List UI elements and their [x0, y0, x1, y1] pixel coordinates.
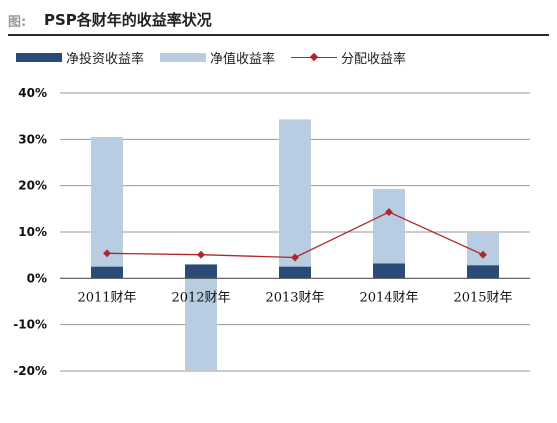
- point-distribution: [103, 249, 111, 258]
- chart-title: PSP各财年的收益率状况: [44, 11, 212, 29]
- y-tick-label: -10%: [13, 318, 47, 332]
- y-tick-label: 20%: [18, 179, 47, 193]
- bar-net-value: [373, 188, 405, 279]
- legend-item-net-investment: 净投资收益率: [16, 48, 144, 67]
- legend-item-net-value: 净值收益率: [160, 48, 275, 67]
- legend-item-distribution: 分配收益率: [291, 48, 406, 67]
- point-distribution: [385, 208, 393, 217]
- y-tick-label: 0%: [27, 271, 47, 285]
- bar-net-investment: [467, 265, 499, 279]
- point-distribution: [197, 250, 205, 259]
- bar-net-investment: [185, 264, 217, 279]
- y-tick-label: 10%: [18, 225, 47, 239]
- bar-net-value: [185, 278, 217, 371]
- legend-swatch-net-investment: [16, 52, 62, 62]
- x-category-label: 2015财年: [453, 290, 512, 305]
- y-tick-label: 30%: [18, 132, 47, 146]
- x-category-label: 2014财年: [359, 290, 418, 305]
- legend-swatch-distribution: [291, 52, 338, 62]
- legend-label-net-value: 净值收益率: [210, 51, 276, 67]
- bar-net-investment: [279, 266, 311, 279]
- legend-label-net-investment: 净投资收益率: [66, 51, 145, 67]
- figure-label: 图:: [8, 15, 27, 30]
- x-category-label: 2013财年: [265, 290, 324, 305]
- y-tick-label: 40%: [18, 86, 47, 100]
- y-tick-label: -20%: [13, 364, 47, 378]
- x-category-label: 2011财年: [77, 290, 136, 305]
- bar-net-investment: [373, 263, 405, 279]
- x-category-label: 2012财年: [171, 290, 230, 305]
- legend-label-distribution: 分配收益率: [341, 51, 407, 67]
- legend-swatch-net-value: [160, 52, 207, 62]
- chart-legend: 净投资收益率 净值收益率 分配收益率: [16, 48, 422, 67]
- bar-layer: [91, 119, 499, 371]
- chart-header: 图: PSP各财年的收益率状况: [8, 6, 549, 36]
- label-layer: 40% 30% 20% 10% 0% -10% -20% 2011财年 2012财年 2013财年…: [13, 86, 512, 378]
- bar-net-investment: [91, 266, 123, 279]
